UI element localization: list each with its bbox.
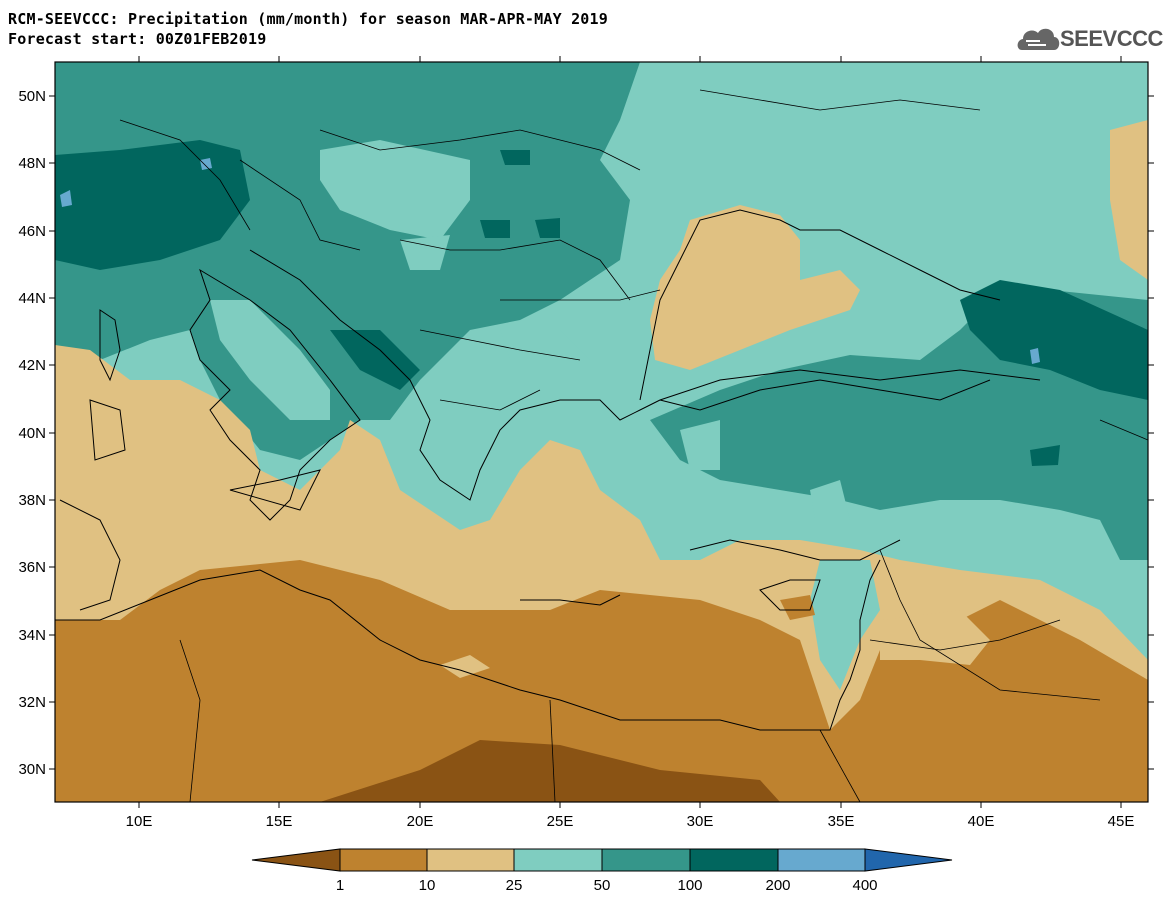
lon-label: 45E [1108,813,1135,830]
cloud-icon [1017,28,1060,50]
field-lt1-desert [320,740,780,802]
colorbar-over-arrow [864,848,953,872]
logo-text: SEEVCCC [1060,26,1163,51]
lat-labels: 50N 48N 46N 44N 42N 40N 38N 36N 34N 32N … [18,88,46,778]
colorbar-label: 50 [594,877,611,894]
lat-label: 36N [18,559,46,576]
lat-label: 40N [18,425,46,442]
lon-label: 30E [687,813,714,830]
lon-label: 20E [407,813,434,830]
lat-label: 48N [18,155,46,172]
colorbar-bin [777,848,866,872]
map-frame [54,61,1149,803]
lon-ticks [138,56,1122,808]
colorbar-label: 400 [852,877,877,894]
lon-label: 25E [547,813,574,830]
lat-label: 50N [18,88,46,105]
colorbar-label: 100 [677,877,702,894]
coastlines [55,209,1041,731]
colorbar-bin [339,848,428,872]
colorbar-labels: 1 10 25 50 100 200 400 [336,877,878,894]
lat-label: 42N [18,357,46,374]
map-title: RCM-SEEVCCC: Precipitation (mm/month) fo… [8,10,608,28]
lat-label: 32N [18,694,46,711]
colorbar-label: 1 [336,877,344,894]
field-1-10-africa [55,560,1148,802]
colorbar-label: 10 [419,877,436,894]
field-100-200-alps [55,140,250,270]
colorbar-bin [601,848,691,872]
colorbar-bin [513,848,603,872]
lat-ticks [49,95,1154,770]
forecast-start: Forecast start: 00Z01FEB2019 [8,30,267,48]
lon-label: 10E [126,813,153,830]
colorbar-label: 25 [506,877,523,894]
colorbar-bin [689,848,779,872]
colorbar [251,848,953,872]
lon-label: 15E [266,813,293,830]
field-10-25-blacksea [650,205,860,370]
colorbar-label: 200 [765,877,790,894]
lat-label: 34N [18,627,46,644]
lat-label: 46N [18,223,46,240]
colorbar-bin [426,848,515,872]
lat-label: 44N [18,290,46,307]
field-100-200-caucasus [960,280,1148,400]
lon-label: 40E [968,813,995,830]
colorbar-under-arrow [251,848,341,872]
lat-label: 30N [18,761,46,778]
lon-labels: 10E 15E 20E 25E 30E 35E 40E 45E [126,813,1135,830]
borders [119,89,1148,802]
lat-label: 38N [18,492,46,509]
lon-label: 35E [828,813,855,830]
precipitation-fields [55,62,1148,802]
